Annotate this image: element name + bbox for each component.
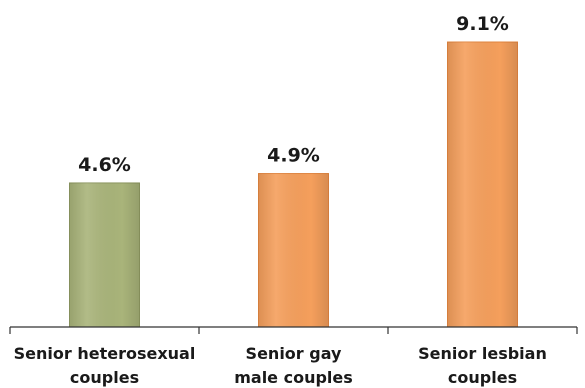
category-label-line: Senior heterosexual <box>14 344 196 363</box>
category-label: Senior heterosexual couples <box>14 344 196 387</box>
bar-value-label: 4.6% <box>78 154 131 176</box>
category-label: Senior lesbian couples <box>418 344 547 387</box>
category-label: Senior gay male couples <box>234 344 353 387</box>
bar-shading <box>447 42 518 327</box>
bar-shading <box>69 182 140 327</box>
category-label-line: Senior gay <box>246 344 342 363</box>
bar-value-label: 4.9% <box>267 145 320 167</box>
category-labels-group: Senior heterosexual couples Senior gay male… <box>14 344 547 387</box>
category-label-line: couples <box>70 368 139 387</box>
category-label-line: couples <box>448 368 517 387</box>
bar-shading <box>258 173 329 327</box>
bars-group <box>69 41 518 328</box>
bar-value-label: 9.1% <box>456 13 509 35</box>
category-label-line: Senior lesbian <box>418 344 547 363</box>
value-labels-group: 4.6% 4.9% 9.1% <box>78 13 509 176</box>
x-axis-ticks <box>9 327 578 334</box>
category-label-line: male couples <box>234 368 353 387</box>
